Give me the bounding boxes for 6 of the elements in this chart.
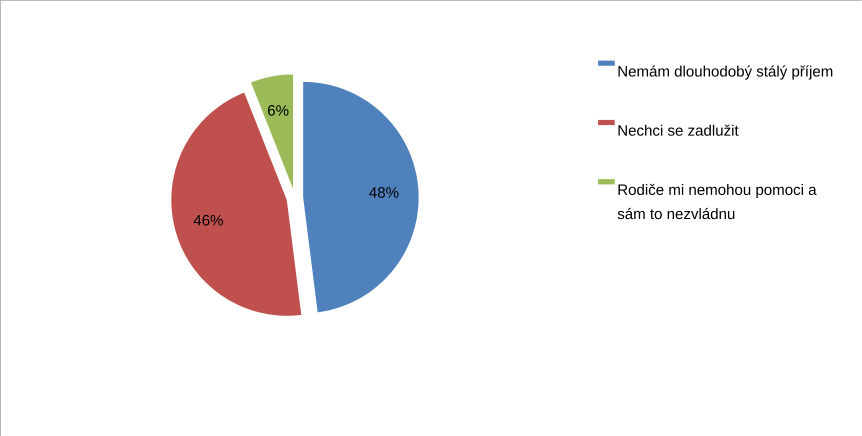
data-label: 46% [194,214,223,226]
data-label: 6% [268,104,288,116]
legend-label: Rodiče mi nemohou pomoci a sám to nezvládnu [618,184,817,219]
legend-label: Nechci se zadlužit [618,124,739,136]
legend-label: Nemám dlouhodobý stálý příjem [618,65,832,80]
data-label: 48% [369,186,398,198]
